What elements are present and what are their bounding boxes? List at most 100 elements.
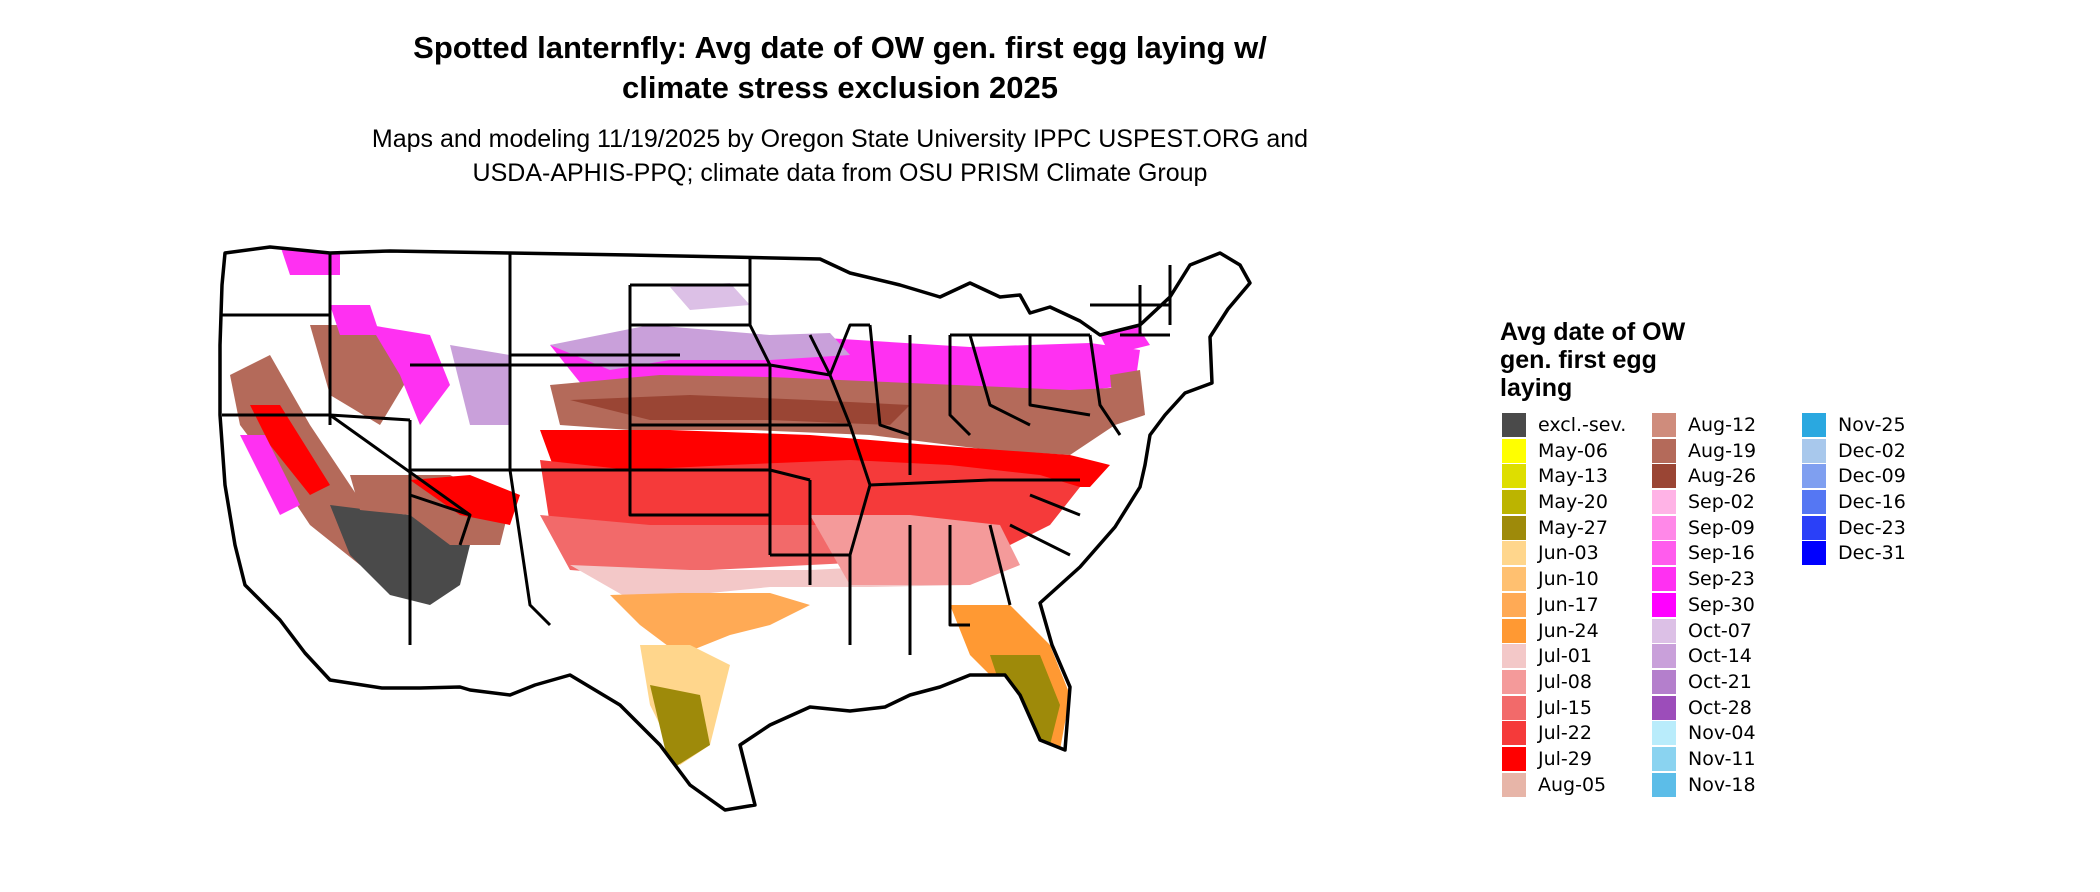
legend-label: Aug-26 <box>1688 465 1757 488</box>
subtitle-line-2: USDA-APHIS-PPQ; climate data from OSU PR… <box>472 159 1208 187</box>
us-border <box>218 245 1252 812</box>
legend-item: Oct-07 <box>1652 618 1792 644</box>
legend-title-line-2: gen. first egg <box>1500 346 1657 374</box>
legend-item: Nov-04 <box>1652 720 1792 746</box>
legend-label: Dec-31 <box>1838 542 1906 565</box>
legend-label: Oct-14 <box>1688 645 1752 668</box>
legend-label: Sep-16 <box>1688 542 1755 565</box>
us-map <box>218 245 1252 812</box>
legend-item: Sep-30 <box>1652 592 1792 618</box>
legend-label: Nov-04 <box>1688 722 1756 745</box>
legend-swatch <box>1502 644 1526 669</box>
legend-item: excl.-sev. <box>1502 412 1642 438</box>
legend-label: Oct-21 <box>1688 670 1752 693</box>
legend-label: Sep-02 <box>1688 491 1755 514</box>
legend-swatch <box>1652 413 1676 437</box>
legend-swatch <box>1802 541 1826 566</box>
legend-item: May-13 <box>1502 463 1642 489</box>
legend-swatch <box>1802 438 1826 463</box>
legend-item: Jun-10 <box>1502 566 1642 592</box>
legend-swatch <box>1802 464 1826 489</box>
legend-item: May-06 <box>1502 438 1642 464</box>
legend-label: Dec-09 <box>1838 465 1906 488</box>
legend-item: Dec-23 <box>1802 515 1942 541</box>
legend-label: May-27 <box>1538 516 1608 539</box>
legend-label: May-06 <box>1538 439 1608 462</box>
legend-swatch <box>1652 464 1676 489</box>
legend-item: Oct-21 <box>1652 669 1792 695</box>
legend-swatch <box>1652 567 1676 592</box>
legend-swatch <box>1652 490 1676 515</box>
legend-swatch <box>1502 413 1526 437</box>
legend-swatch <box>1652 515 1676 540</box>
legend-item: Jul-01 <box>1502 643 1642 669</box>
legend-label: Dec-16 <box>1838 491 1906 514</box>
legend-title-line-1: Avg date of OW <box>1500 318 1686 346</box>
legend-column-3: Nov-25 Dec-02 Dec-09 Dec-16 Dec-23 Dec-31 <box>1802 412 1942 566</box>
legend-label: May-20 <box>1538 491 1608 514</box>
legend-item: May-27 <box>1502 515 1642 541</box>
legend-swatch <box>1502 618 1526 643</box>
legend-swatch <box>1652 772 1676 797</box>
legend-swatch <box>1502 464 1526 489</box>
temperature-zones <box>220 247 1250 810</box>
legend-label: Jun-17 <box>1538 593 1599 616</box>
legend-item: Aug-19 <box>1652 438 1792 464</box>
legend-item: Aug-12 <box>1652 412 1792 438</box>
legend-item: Jun-03 <box>1502 540 1642 566</box>
legend-swatch <box>1652 695 1676 720</box>
legend-item: Dec-31 <box>1802 540 1942 566</box>
legend-item: Dec-16 <box>1802 489 1942 515</box>
legend-item: Sep-09 <box>1652 515 1792 541</box>
legend-label: Oct-07 <box>1688 619 1752 642</box>
legend-swatch <box>1502 772 1526 797</box>
legend: excl.-sev. May-06 May-13 May-20 May-27 Jun-03… <box>1502 412 1922 812</box>
legend-title: Avg date of OW gen. first egg laying <box>1500 318 1740 402</box>
legend-swatch <box>1652 618 1676 643</box>
legend-label: Nov-25 <box>1838 414 1906 436</box>
legend-item: Sep-02 <box>1652 489 1792 515</box>
legend-swatch <box>1652 644 1676 669</box>
map-title: Spotted lanternfly: Avg date of OW gen. … <box>300 28 1380 108</box>
legend-swatch <box>1652 721 1676 746</box>
legend-swatch <box>1502 592 1526 617</box>
legend-swatch <box>1502 721 1526 746</box>
legend-label: May-13 <box>1538 465 1608 488</box>
legend-label: Dec-02 <box>1838 439 1906 462</box>
legend-swatch <box>1502 515 1526 540</box>
legend-item: Jul-15 <box>1502 695 1642 721</box>
legend-label: Jun-10 <box>1538 568 1599 591</box>
legend-item: Nov-11 <box>1652 746 1792 772</box>
legend-label: Dec-23 <box>1838 516 1906 539</box>
legend-swatch <box>1502 567 1526 592</box>
legend-label: Nov-18 <box>1688 773 1756 796</box>
legend-item: Nov-18 <box>1652 772 1792 798</box>
legend-label: Oct-28 <box>1688 696 1752 719</box>
legend-swatch <box>1802 515 1826 540</box>
legend-swatch <box>1652 669 1676 694</box>
map-subtitle: Maps and modeling 11/19/2025 by Oregon S… <box>300 122 1380 190</box>
legend-label: Jun-03 <box>1538 542 1599 565</box>
legend-label: Jul-29 <box>1538 747 1592 770</box>
legend-item: Jun-24 <box>1502 618 1642 644</box>
legend-label: Sep-09 <box>1688 516 1755 539</box>
legend-item: Jul-08 <box>1502 669 1642 695</box>
legend-label: Sep-23 <box>1688 568 1755 591</box>
legend-label: Jul-15 <box>1538 696 1592 719</box>
title-line-1: Spotted lanternfly: Avg date of OW gen. … <box>413 30 1267 65</box>
legend-item: Dec-09 <box>1802 463 1942 489</box>
legend-label: Jul-22 <box>1538 722 1592 745</box>
legend-label: Jul-01 <box>1538 645 1592 668</box>
legend-label: Aug-12 <box>1688 414 1757 436</box>
legend-swatch <box>1802 490 1826 515</box>
legend-swatch <box>1652 746 1676 771</box>
legend-column-1: excl.-sev. May-06 May-13 May-20 May-27 Jun-03… <box>1502 412 1642 797</box>
legend-label: Aug-19 <box>1688 439 1757 462</box>
state-borders <box>222 253 1172 655</box>
legend-item: Oct-14 <box>1652 643 1792 669</box>
legend-swatch <box>1502 746 1526 771</box>
legend-swatch <box>1652 592 1676 617</box>
legend-swatch <box>1502 541 1526 566</box>
legend-item: Aug-26 <box>1652 463 1792 489</box>
legend-label: Jul-08 <box>1538 670 1592 693</box>
